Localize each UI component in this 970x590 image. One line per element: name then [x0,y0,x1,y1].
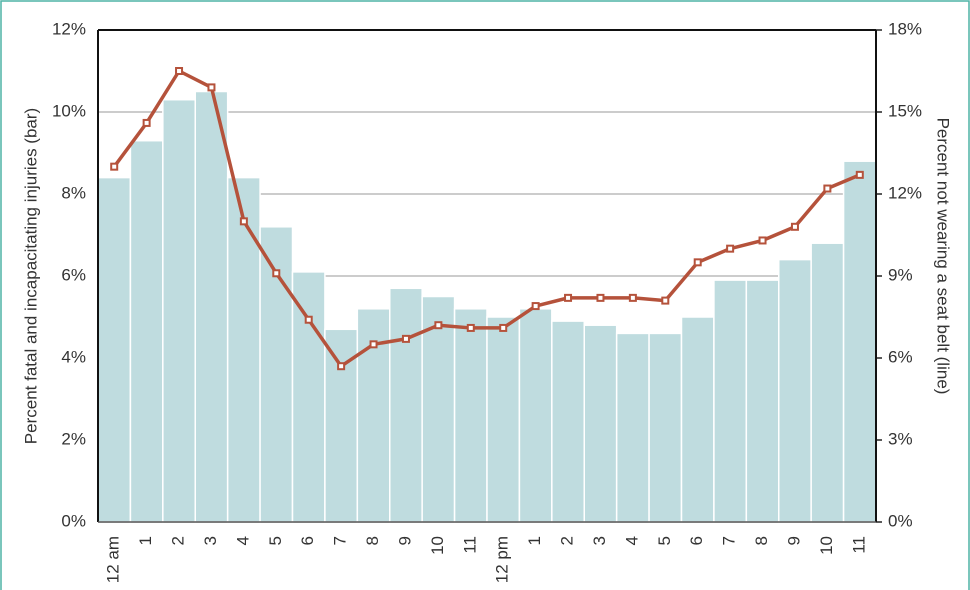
y-tick-label: 10% [52,101,86,120]
line-marker [531,302,540,311]
x-tick-label: 4 [622,536,641,545]
bar [745,279,780,523]
bar [389,287,423,523]
x-tick-label: 1 [136,536,155,545]
x-tick-label: 9 [395,536,414,545]
y2-tick-label: 3% [888,429,913,448]
x-tick-label: 12 am [104,536,123,583]
y-tick-label: 0% [61,511,86,530]
y2-tick-label: 0% [888,511,913,530]
x-tick-label: 2 [558,536,577,545]
bar [583,324,618,523]
line-marker [466,323,475,332]
y2-axis-label: Percent not wearing a seat belt (line) [934,118,953,395]
y2-tick-label: 9% [888,265,913,284]
bar [486,316,521,523]
line-marker [337,362,346,371]
line-marker [661,296,670,305]
y2-tick-label: 18% [888,19,922,38]
x-tick-label: 10 [817,536,836,555]
line-marker [369,340,378,349]
bar [778,258,812,523]
line-marker [790,222,799,231]
x-tick-label: 8 [752,536,771,545]
y2-tick-label: 15% [888,101,922,120]
bar [615,332,650,523]
x-tick-label: 9 [784,536,803,545]
line-marker [596,293,605,302]
y-tick-label: 6% [61,265,86,284]
bar [129,139,164,523]
line-marker [434,321,443,330]
line-marker [239,217,248,226]
line-marker [758,236,767,245]
x-tick-label: 3 [590,536,609,545]
x-tick-label: 10 [428,536,447,555]
line-marker [564,293,573,302]
bar [162,98,196,523]
x-tick-label: 5 [655,536,674,545]
line-marker [175,67,184,75]
bar [810,242,845,523]
x-tick-label: 11 [460,536,479,554]
bar [713,279,748,523]
line-marker [207,83,216,92]
line-marker [401,334,410,343]
y2-tick-label: 12% [888,183,922,202]
line-marker [110,162,119,171]
bar [453,308,488,523]
x-tick-label: 11 [849,536,868,554]
line-marker [272,269,281,278]
line-marker [726,244,735,253]
line-marker [304,315,313,324]
x-tick-label: 6 [298,536,317,545]
line-marker [823,184,832,193]
line-marker [628,293,637,302]
x-tick-label: 5 [266,536,285,545]
bar [680,316,715,523]
line-marker [855,170,864,179]
bar [648,332,683,523]
y-tick-label: 12% [52,19,86,38]
x-tick-label: 4 [233,536,252,545]
bar [226,176,261,523]
line [112,69,861,368]
y-tick-label: 8% [61,183,86,202]
x-tick-label: 1 [525,536,544,545]
bar [518,308,553,523]
line-marker [693,258,702,267]
bar [97,176,132,523]
y-tick-label: 2% [61,429,86,448]
x-tick-label: 2 [169,536,188,545]
x-tick-label: 8 [363,536,382,545]
bar [194,90,229,523]
bar [842,160,877,523]
y-axis-label: Percent fatal and incapacitating injurie… [21,108,40,444]
x-tick-label: 7 [331,536,350,545]
x-tick-label: 12 pm [493,536,512,583]
bar [291,271,326,523]
line-marker [499,323,508,332]
line-marker [142,118,151,127]
x-tick-label: 6 [687,536,706,545]
x-tick-label: 3 [201,536,220,545]
y2-tick-label: 6% [888,347,913,366]
y-tick-label: 4% [61,347,86,366]
bar [551,320,585,523]
x-tick-label: 7 [720,536,739,545]
